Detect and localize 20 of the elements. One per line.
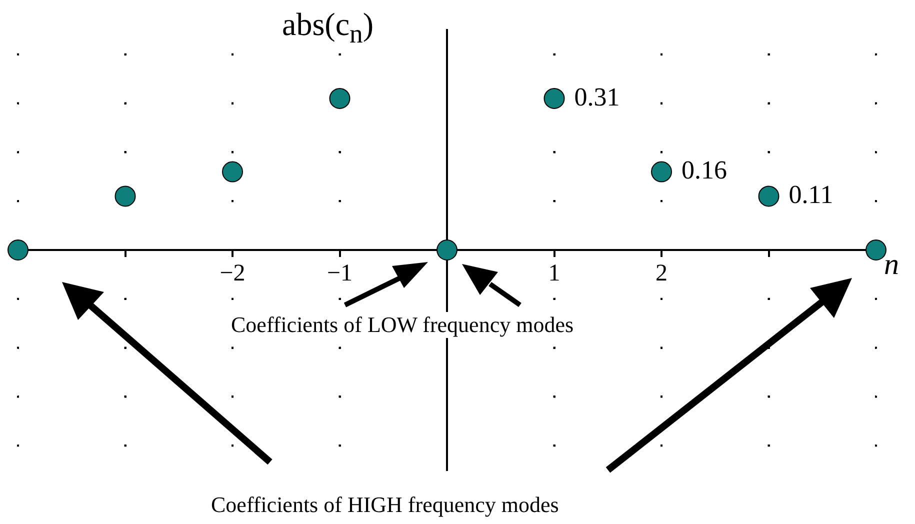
y-axis-title: abs(c$_{n}$) (282, 6, 374, 50)
point (544, 88, 565, 109)
annotation: Coefficients of LOW frequency modes (231, 312, 574, 338)
x-tick-label: 2 (656, 260, 668, 287)
point (222, 161, 243, 182)
point (866, 240, 886, 260)
data-label: 0.11 (788, 180, 834, 210)
point (329, 88, 350, 109)
point (651, 161, 672, 182)
point (758, 186, 780, 207)
point (114, 186, 136, 207)
x-axis-title: n (884, 248, 899, 282)
x-tick-label: −2 (220, 260, 246, 287)
point (8, 240, 28, 260)
text: Coefficients of HIGH frequency modes (211, 492, 559, 518)
point (436, 240, 458, 260)
data-label: 0.31 (574, 82, 620, 112)
x-tick-label: −1 (326, 260, 353, 287)
x-tick-label: 1 (548, 260, 560, 287)
data-label: 0.16 (682, 156, 727, 185)
